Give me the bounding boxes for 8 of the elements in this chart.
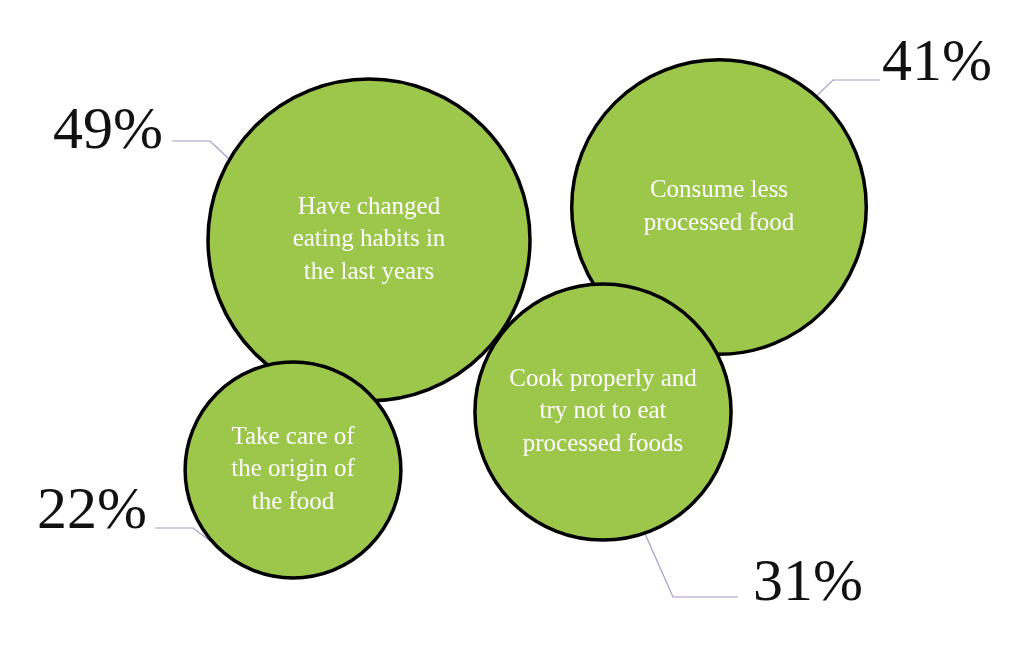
category-label: Cook properly and try not to eat processed foods — [509, 363, 698, 456]
data-label: 22% — [37, 475, 147, 541]
category-label: Consume less processed food — [643, 175, 795, 235]
category-label: Take care of the origin of the food — [231, 421, 356, 514]
data-label: 41% — [882, 27, 992, 93]
category-label: Have changed eating habits in the last years — [292, 191, 446, 284]
data-label: 31% — [753, 547, 863, 613]
data-label: 49% — [53, 95, 163, 161]
